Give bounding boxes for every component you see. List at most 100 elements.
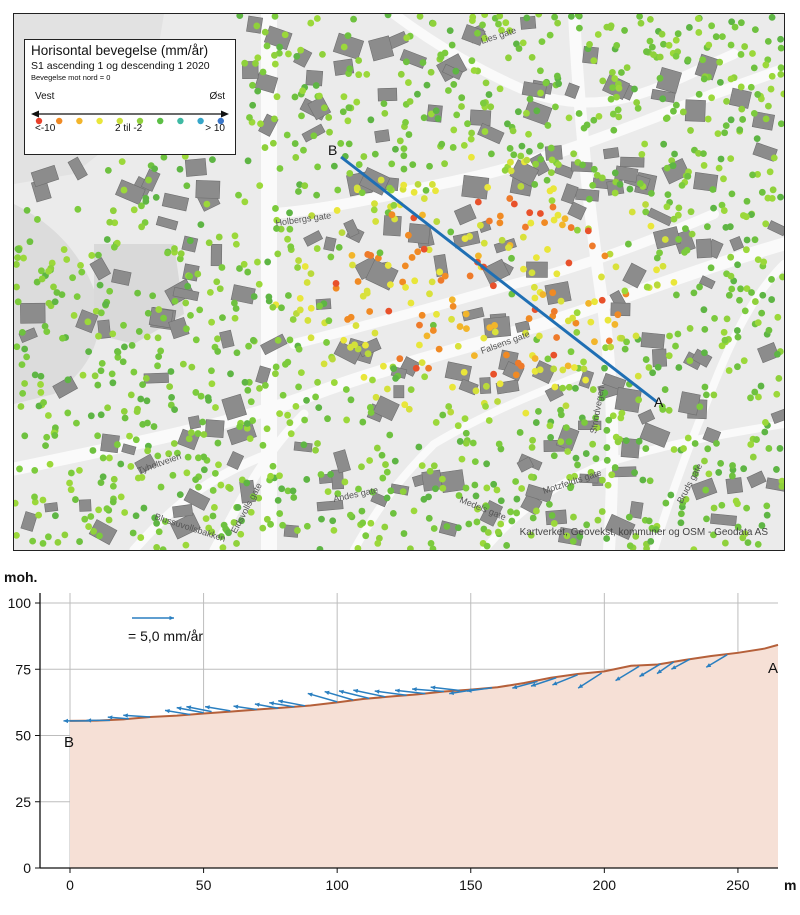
measurement-point xyxy=(486,324,494,332)
measurement-point xyxy=(14,261,20,268)
measurement-point xyxy=(546,187,554,195)
measurement-point xyxy=(358,507,366,515)
measurement-point xyxy=(779,273,784,281)
measurement-point xyxy=(246,114,253,121)
displacement-arrow xyxy=(430,685,461,692)
measurement-point xyxy=(681,248,688,256)
measurement-point xyxy=(249,101,257,109)
measurement-point xyxy=(330,526,338,534)
measurement-point xyxy=(468,129,476,137)
measurement-point xyxy=(594,31,602,38)
measurement-point xyxy=(99,454,107,462)
measurement-point xyxy=(423,81,431,89)
measurement-point xyxy=(770,154,778,162)
measurement-point xyxy=(454,342,462,350)
measurement-point xyxy=(76,538,83,545)
building xyxy=(183,488,211,511)
measurement-point xyxy=(714,130,722,138)
measurement-point xyxy=(670,278,678,286)
measurement-point xyxy=(663,164,671,172)
measurement-point xyxy=(776,445,784,452)
measurement-point xyxy=(438,475,446,483)
measurement-point xyxy=(283,131,291,139)
measurement-point xyxy=(109,498,117,506)
measurement-point xyxy=(768,72,776,80)
measurement-point xyxy=(758,188,766,196)
measurement-point xyxy=(407,386,415,394)
measurement-point xyxy=(743,504,751,512)
measurement-point xyxy=(267,472,274,480)
measurement-point xyxy=(496,212,504,220)
measurement-point xyxy=(64,409,72,417)
double-arrow-icon xyxy=(31,110,229,118)
legend-tick-labels: <-10 2 til -2 > 10 xyxy=(31,123,229,137)
measurement-point xyxy=(389,509,397,517)
building xyxy=(161,192,190,212)
measurement-point xyxy=(360,153,368,160)
measurement-point xyxy=(731,23,739,31)
measurement-point xyxy=(475,252,482,260)
measurement-point xyxy=(662,499,670,507)
measurement-point xyxy=(183,182,191,190)
measurement-point xyxy=(464,120,471,128)
measurement-point xyxy=(738,105,746,113)
measurement-point xyxy=(213,278,221,286)
measurement-point xyxy=(622,437,630,445)
measurement-point xyxy=(604,481,612,489)
measurement-point xyxy=(51,512,59,520)
measurement-point xyxy=(284,358,292,366)
measurement-point xyxy=(470,352,478,360)
displacement-arrow xyxy=(307,692,338,703)
measurement-point xyxy=(366,404,374,411)
building xyxy=(567,201,587,221)
measurement-point xyxy=(310,132,318,140)
measurement-point xyxy=(449,144,457,151)
measurement-point xyxy=(184,282,192,290)
measurement-point xyxy=(426,467,434,475)
measurement-point xyxy=(271,51,278,59)
measurement-point xyxy=(615,113,623,121)
measurement-point xyxy=(480,334,488,342)
measurement-point xyxy=(537,210,544,217)
measurement-point xyxy=(496,14,504,20)
measurement-point xyxy=(249,336,257,344)
measurement-point xyxy=(41,322,49,330)
measurement-point xyxy=(315,404,323,412)
x-axis-label: m xyxy=(784,877,796,893)
measurement-point xyxy=(595,112,603,120)
measurement-point xyxy=(294,264,301,271)
measurement-point xyxy=(529,436,536,444)
measurement-point xyxy=(53,289,61,296)
measurement-point xyxy=(208,367,215,375)
measurement-point xyxy=(518,142,526,150)
measurement-point xyxy=(483,460,491,468)
measurement-point xyxy=(316,92,323,100)
measurement-point xyxy=(728,285,736,293)
measurement-point xyxy=(350,15,357,23)
measurement-point xyxy=(48,259,56,267)
measurement-point xyxy=(285,50,292,58)
measurement-point xyxy=(19,389,27,397)
measurement-point xyxy=(74,205,82,213)
measurement-point xyxy=(553,72,561,80)
measurement-point xyxy=(617,414,625,422)
measurement-point xyxy=(465,520,473,528)
measurement-point xyxy=(659,262,667,270)
measurement-point xyxy=(347,396,355,404)
measurement-point xyxy=(537,142,544,150)
measurement-point xyxy=(660,140,668,148)
measurement-point xyxy=(671,150,678,158)
measurement-point xyxy=(94,381,102,389)
measurement-point xyxy=(168,393,175,401)
measurement-point xyxy=(37,389,45,396)
measurement-point xyxy=(35,402,43,410)
measurement-point xyxy=(402,118,409,126)
measurement-point xyxy=(458,94,466,102)
measurement-point xyxy=(316,545,324,550)
measurement-point xyxy=(214,335,221,343)
point-b-label: B xyxy=(328,142,338,158)
measurement-point xyxy=(532,160,540,168)
measurement-point xyxy=(749,171,756,179)
map-panel: Lies gate Holbergs gate Falsens gate Strind… xyxy=(13,13,785,551)
measurement-point xyxy=(721,539,729,547)
